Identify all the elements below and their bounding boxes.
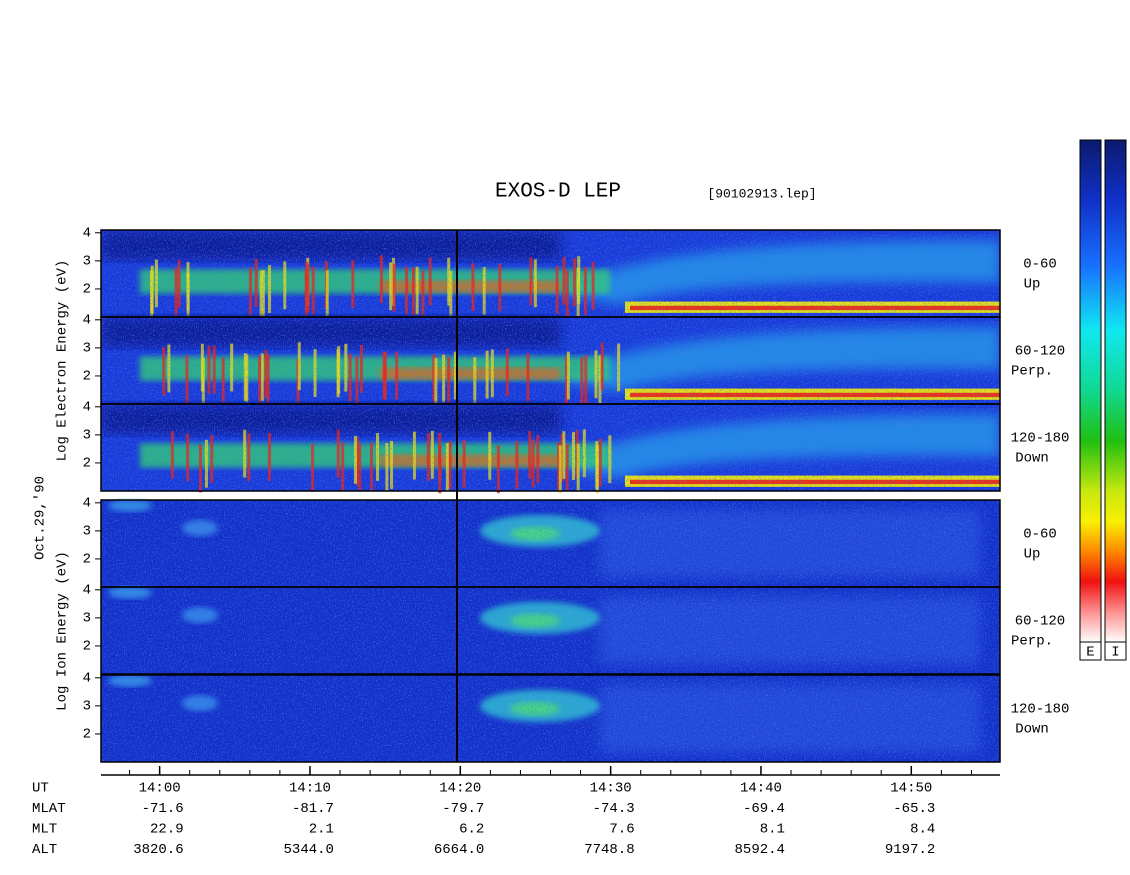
angle-label: 60-120 [1015, 614, 1065, 630]
spectrograms [101, 230, 1000, 762]
y-tick-label: 2 [83, 282, 91, 298]
y-tick-label: 3 [83, 428, 91, 444]
ephemeris-value: 7.6 [609, 822, 634, 838]
direction-label: Up [1024, 277, 1041, 293]
axes: 2 3 4 0-60 Up 2 3 4 60-120 Perp. 2 3 4 120-180 Down Log… [32, 139, 1127, 858]
y-tick-label: 3 [83, 524, 91, 540]
y-tick-label: 4 [83, 226, 91, 242]
ephemeris-value: -71.6 [142, 801, 184, 817]
spectrogram-panel [101, 586, 1000, 674]
y-tick-label: 4 [83, 583, 91, 599]
colorbar [1079, 139, 1102, 643]
ephemeris-value: 3820.6 [133, 842, 183, 858]
ephemeris-label: MLAT [32, 801, 66, 817]
noise [101, 587, 1000, 674]
ephemeris-label: UT [32, 781, 49, 797]
y-tick-label: 2 [83, 639, 91, 655]
colorbar-box [1079, 641, 1102, 661]
noise [101, 500, 1000, 587]
y-tick-label: 4 [83, 400, 91, 416]
panel-frame [100, 403, 1001, 492]
y-tick-label: 2 [83, 369, 91, 385]
y-tick-label: 4 [83, 671, 91, 687]
ephemeris-value: 6664.0 [434, 842, 484, 858]
direction-label: Down [1015, 451, 1049, 467]
ephemeris-value: 5344.0 [284, 842, 334, 858]
noise [101, 230, 1000, 317]
spectrogram-panel [101, 317, 1000, 407]
ephemeris-value: 8.1 [760, 822, 785, 838]
angle-label: 120-180 [1011, 431, 1070, 447]
y-tick-label: 3 [83, 611, 91, 627]
x-tick-label: 14:10 [289, 781, 331, 797]
y-tick-label: 2 [83, 552, 91, 568]
noise [101, 404, 1000, 491]
ephemeris-value: 22.9 [150, 822, 184, 838]
x-tick-label: 14:30 [590, 781, 632, 797]
y-tick-label: 3 [83, 699, 91, 715]
spectrogram-panel [101, 499, 1000, 587]
group-label: Log Ion Energy (eV) [55, 551, 71, 711]
ephemeris-value: -74.3 [593, 801, 635, 817]
x-tick-label: 14:00 [139, 781, 181, 797]
ephemeris-value: -69.4 [743, 801, 785, 817]
ephemeris-value: -65.3 [893, 801, 935, 817]
file-label: [90102913.lep] [707, 186, 816, 201]
y-tick-label: 2 [83, 727, 91, 743]
x-tick-label: 14:50 [890, 781, 932, 797]
date-label: Oct.29,'90 [33, 476, 49, 560]
ephemeris-value: 8592.4 [735, 842, 785, 858]
ephemeris-value: 9197.2 [885, 842, 935, 858]
y-tick-label: 4 [83, 313, 91, 329]
angle-label: 120-180 [1011, 702, 1070, 718]
direction-label: Down [1015, 722, 1049, 738]
direction-label: Up [1024, 547, 1041, 563]
ephemeris-value: 2.1 [309, 822, 334, 838]
angle-label: 60-120 [1015, 344, 1065, 360]
direction-label: Perp. [1011, 634, 1053, 650]
colorbar-label: I [1111, 645, 1119, 661]
angle-label: 0-60 [1023, 257, 1057, 273]
group-label: Log Electron Energy (eV) [55, 260, 71, 462]
y-tick-label: 4 [83, 496, 91, 512]
angle-label: 0-60 [1023, 527, 1057, 543]
y-tick-label: 3 [83, 341, 91, 357]
colorbar-box [1104, 641, 1127, 661]
y-tick-label: 3 [83, 254, 91, 270]
ephemeris-value: 6.2 [459, 822, 484, 838]
x-tick-label: 14:40 [740, 781, 782, 797]
spectrogram-panel [101, 404, 1000, 494]
noise [101, 675, 1000, 762]
colorbar [1104, 139, 1127, 643]
panel-frame [100, 586, 1001, 675]
ephemeris-value: 7748.8 [584, 842, 634, 858]
noise [101, 317, 1000, 404]
panel-frame [100, 674, 1001, 763]
x-tick-label: 14:20 [439, 781, 481, 797]
ephemeris-label: ALT [32, 842, 57, 858]
ephemeris-value: -79.7 [442, 801, 484, 817]
direction-label: Perp. [1011, 364, 1053, 380]
ephemeris-value: -81.7 [292, 801, 334, 817]
ephemeris-value: 8.4 [910, 822, 935, 838]
ephemeris-label: MLT [32, 822, 57, 838]
spectrogram-panel [101, 674, 1000, 762]
colorbar-label: E [1086, 645, 1094, 661]
y-tick-label: 2 [83, 456, 91, 472]
spectrogram-panel [101, 230, 1000, 320]
title: EXOS-D LEP [495, 181, 621, 204]
